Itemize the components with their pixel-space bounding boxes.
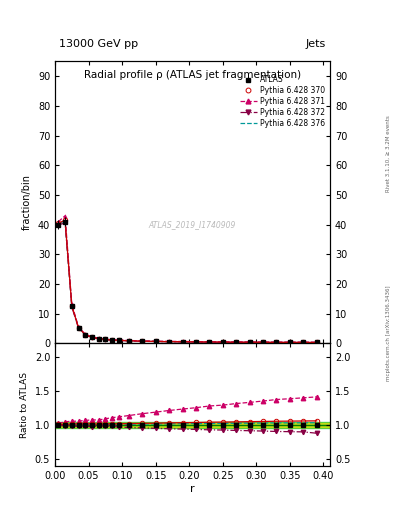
- X-axis label: r: r: [190, 483, 195, 494]
- Text: mcplots.cern.ch [arXiv:1306.3436]: mcplots.cern.ch [arXiv:1306.3436]: [386, 285, 391, 380]
- Y-axis label: fraction/bin: fraction/bin: [22, 175, 32, 230]
- Text: Jets: Jets: [306, 38, 326, 49]
- Text: Radial profile ρ (ATLAS jet fragmentation): Radial profile ρ (ATLAS jet fragmentatio…: [84, 70, 301, 80]
- Legend: ATLAS, Pythia 6.428 370, Pythia 6.428 371, Pythia 6.428 372, Pythia 6.428 376: ATLAS, Pythia 6.428 370, Pythia 6.428 37…: [237, 72, 328, 131]
- Text: ATLAS_2019_I1740909: ATLAS_2019_I1740909: [149, 221, 236, 229]
- Text: Rivet 3.1.10, ≥ 3.2M events: Rivet 3.1.10, ≥ 3.2M events: [386, 115, 391, 192]
- Bar: [55, 422, 330, 428]
- Text: 13000 GeV pp: 13000 GeV pp: [59, 38, 138, 49]
- Y-axis label: Ratio to ATLAS: Ratio to ATLAS: [20, 372, 29, 438]
- Bar: [55, 423, 330, 427]
